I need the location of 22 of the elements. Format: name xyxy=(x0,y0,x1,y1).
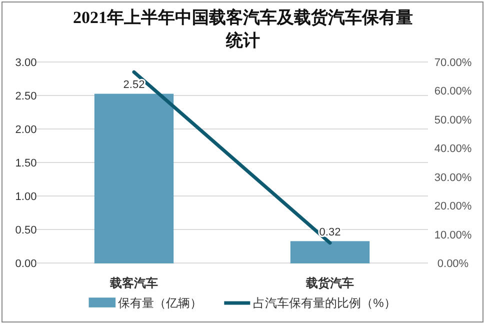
y2-tick-label: 20.00% xyxy=(434,200,472,213)
y2-tick-label: 70.00% xyxy=(434,57,472,69)
y2-tick-label: 10.00% xyxy=(434,229,472,242)
data-label: 2.52 xyxy=(123,79,145,92)
y-tick-label: 2.00 xyxy=(15,124,37,136)
y-tick-label: 2.50 xyxy=(15,90,37,102)
y-tick-label: 0.00 xyxy=(15,258,37,270)
x-tick-label: 载客汽车 xyxy=(109,276,158,290)
legend-label: 保有量（亿辆） xyxy=(118,296,202,310)
y-tick-label: 1.50 xyxy=(15,158,37,170)
y2-tick-label: 60.00% xyxy=(434,86,472,98)
legend-label: 占汽车保有量的比例（%） xyxy=(253,296,396,310)
y2-tick-label: 30.00% xyxy=(434,172,472,184)
x-tick-label: 载货汽车 xyxy=(305,276,354,290)
y-tick-label: 3.00 xyxy=(15,57,37,69)
y2-tick-label: 0.00% xyxy=(437,258,469,270)
data-label: 0.32 xyxy=(319,226,341,239)
y2-tick-label: 50.00% xyxy=(434,114,472,126)
chart-title: 2021年上半年中国载客汽车及载货汽车保有量统计 xyxy=(72,7,414,52)
y-tick-label: 0.50 xyxy=(15,224,37,236)
y-tick-label: 1.00 xyxy=(15,191,37,203)
y2-tick-label: 40.00% xyxy=(434,143,472,156)
